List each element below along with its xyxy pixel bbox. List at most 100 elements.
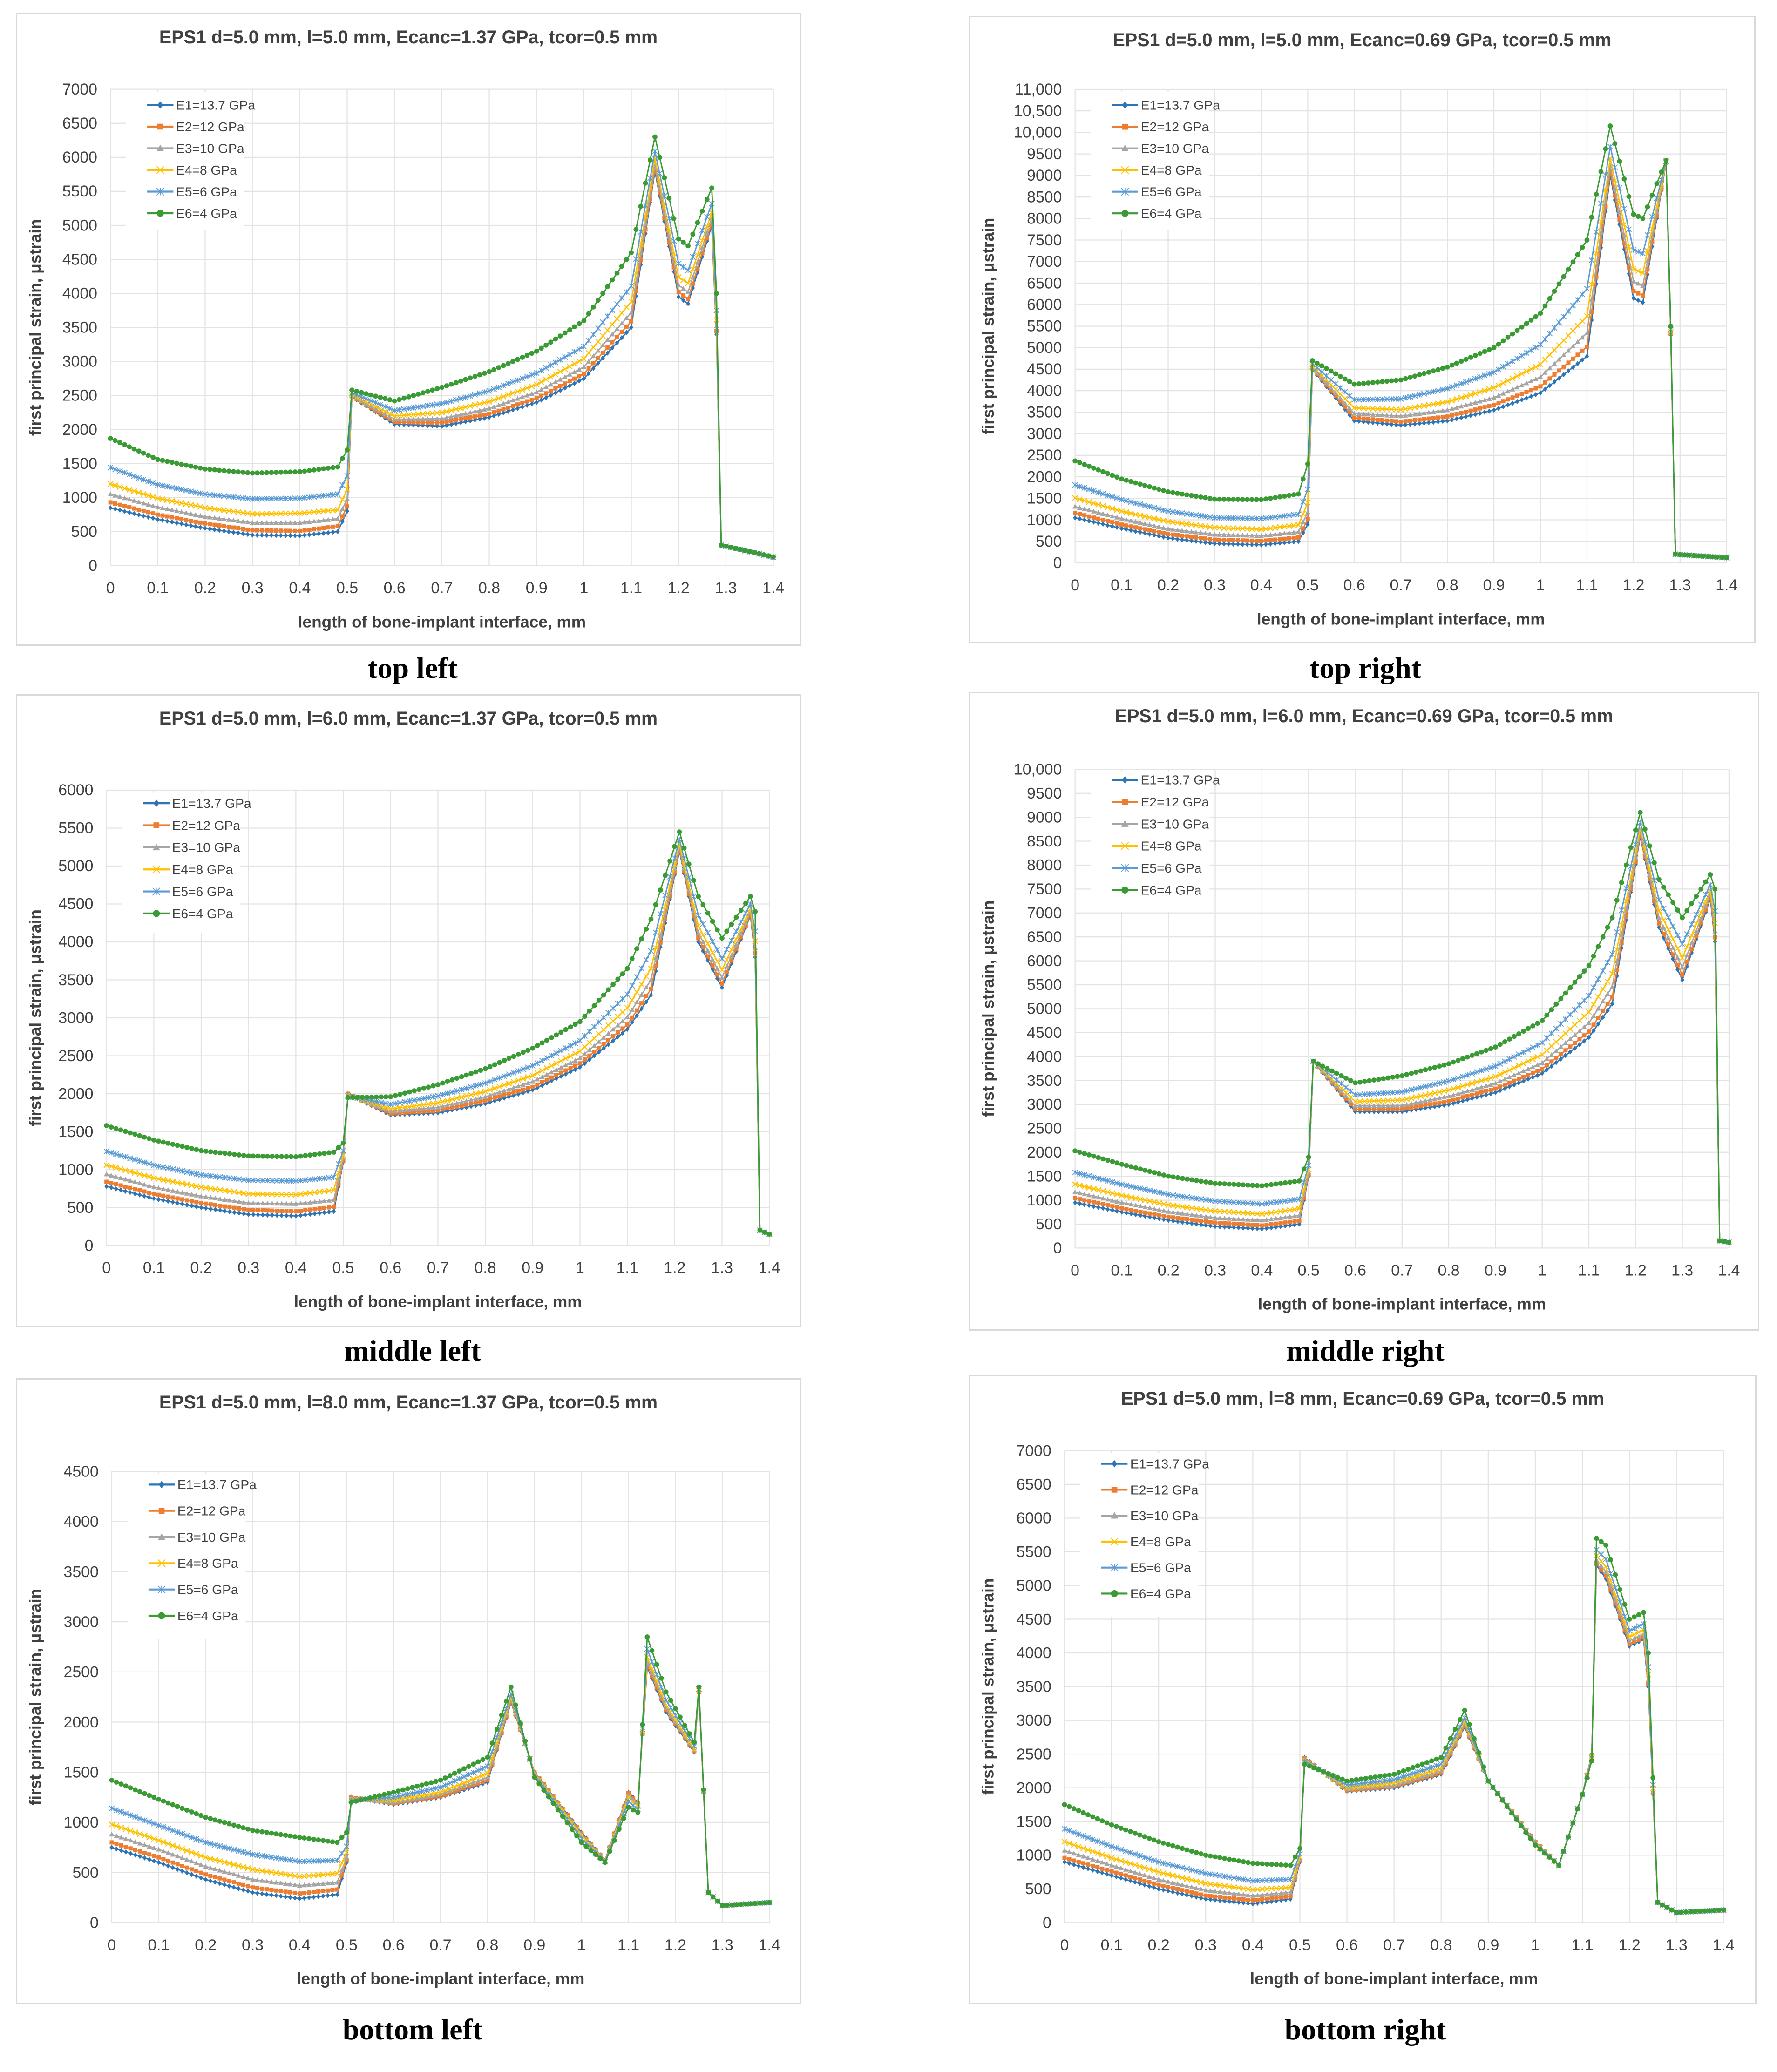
x-marker [420,411,426,417]
asterisk-marker [250,1851,256,1857]
square-marker [629,319,634,324]
square-marker [431,1109,435,1113]
asterisk-marker [301,494,308,501]
circle-marker [265,1153,270,1159]
circle-marker [297,1835,302,1840]
triangle-marker [208,1865,213,1870]
square-marker [1601,1009,1605,1013]
square-marker [582,372,586,376]
y-tick-label: 1500 [1017,1813,1051,1830]
x-marker [1156,1200,1162,1206]
square-marker [232,1205,237,1210]
square-marker [1363,1107,1367,1111]
x-marker [421,1102,427,1108]
diamond-marker [213,1879,217,1885]
square-marker [587,1053,592,1058]
circle-marker [1333,371,1338,377]
diamond-marker [1189,1220,1194,1226]
triangle-marker [482,406,488,412]
triangle-marker [447,1788,453,1793]
circle-marker [1351,381,1357,387]
triangle-marker [175,1853,180,1859]
circle-marker [1105,1158,1111,1163]
circle-marker [251,1153,256,1159]
x-marker [1560,337,1567,344]
circle-marker [269,470,274,475]
asterisk-marker [419,1788,425,1794]
square-marker [426,1109,431,1113]
square-marker [705,236,709,240]
circle-marker [306,1836,312,1842]
asterisk-marker [1616,185,1623,191]
circle-marker [509,1684,514,1690]
triangle-marker [226,1870,232,1876]
asterisk-marker [458,395,464,402]
x-marker [1254,526,1260,532]
diamond-marker [128,1190,133,1195]
square-marker [1119,1872,1123,1876]
x-marker [1217,1208,1223,1215]
circle-marker [311,1836,317,1842]
asterisk-marker [428,1786,434,1793]
triangle-marker [680,286,686,291]
diamond-marker [1552,379,1557,385]
square-marker [312,1207,317,1212]
diamond-marker [526,1089,530,1094]
circle-marker [1507,1036,1512,1042]
diamond-marker [1100,1870,1105,1876]
asterisk-marker [1647,858,1653,864]
x-marker [320,508,327,515]
triangle-marker [226,517,231,522]
circle-marker [236,1824,241,1829]
circle-marker [1589,215,1594,220]
triangle-marker [316,1881,321,1886]
triangle-marker [439,416,445,421]
square-marker [577,374,582,379]
x-marker [1366,1098,1372,1104]
asterisk-marker [212,1173,218,1180]
x-marker [320,1871,326,1878]
square-marker [1589,310,1594,314]
circle-marker [306,468,312,473]
y-tick-label: 5500 [1027,318,1062,335]
triangle-marker [487,1092,493,1097]
asterisk-marker [1404,1088,1410,1094]
square-marker [114,1182,118,1186]
asterisk-marker [1567,1011,1574,1018]
diamond-marker [1459,415,1464,420]
x-tick-label: 0.5 [1297,576,1319,594]
square-marker [133,1187,137,1192]
circle-marker [518,1720,523,1726]
asterisk-marker [492,1077,498,1083]
circle-marker [549,1035,554,1040]
x-marker [1618,922,1625,928]
legend-background [127,1474,246,1639]
x-tick-label: 1.3 [1671,1262,1693,1280]
square-marker [1241,1222,1246,1227]
asterisk-marker [184,1833,190,1839]
square-marker [1631,289,1636,294]
y-tick-label: 7000 [1027,904,1062,922]
x-marker [410,412,417,418]
square-marker [236,526,241,530]
triangle-marker [179,1855,185,1860]
diamond-marker [1092,519,1096,525]
asterisk-marker [467,393,474,399]
square-marker [467,1784,471,1789]
x-marker [259,1868,265,1874]
square-marker [482,413,487,417]
x-marker [1100,1188,1106,1194]
square-marker [1208,1220,1213,1225]
x-marker [634,989,640,995]
square-marker [245,1884,250,1889]
circle-marker [560,1814,565,1819]
circle-marker [355,1095,360,1100]
diamond-marker [1241,1225,1246,1231]
square-marker [1152,1212,1157,1217]
diamond-marker [1115,525,1119,530]
x-tick-label: 1.4 [1718,1262,1740,1280]
square-marker [122,504,127,508]
asterisk-marker [192,489,199,495]
circle-marker [1362,1079,1367,1084]
asterisk-marker [1119,1181,1125,1187]
